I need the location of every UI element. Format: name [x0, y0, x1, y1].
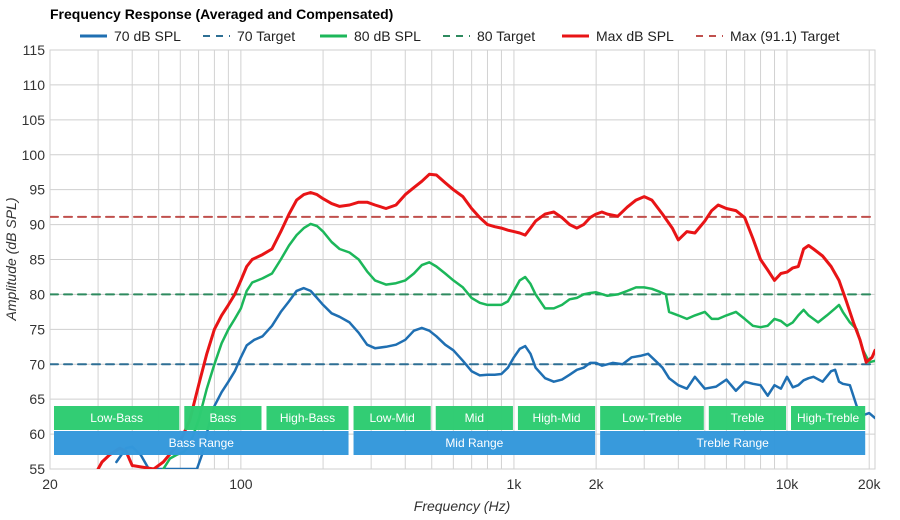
band-bass-range — [54, 431, 349, 455]
chart-series — [50, 172, 875, 469]
series-line-max-db-spl — [96, 172, 875, 469]
series-line-80-db-spl — [162, 222, 875, 469]
band-low-treble — [600, 406, 704, 430]
band-treble — [708, 406, 787, 430]
y-tick-label: 80 — [29, 286, 45, 302]
legend-label-80-db-spl: 80 dB SPL — [354, 28, 421, 44]
y-tick-label: 105 — [22, 112, 46, 128]
y-tick-label: 110 — [23, 77, 46, 93]
band-label-mid-range: Mid Range — [445, 436, 503, 450]
y-tick-label: 65 — [29, 391, 45, 407]
chart-legend: 70 dB SPL 70 Target 80 dB SPL 80 Target Max … — [80, 28, 840, 44]
band-high-bass — [266, 406, 349, 430]
chart-title: Frequency Response (Averaged and Compens… — [50, 6, 393, 22]
band-label-bass-range: Bass Range — [169, 436, 235, 450]
band-label-treble-range: Treble Range — [697, 436, 770, 450]
x-tick-label: 10k — [776, 476, 800, 492]
band-high-treble — [791, 406, 866, 430]
band-low-bass — [54, 406, 180, 430]
y-tick-label: 60 — [29, 426, 45, 442]
band-treble-range — [600, 431, 866, 455]
y-tick-label: 100 — [22, 147, 46, 163]
y-axis-label: Amplitude (dB SPL) — [3, 198, 19, 322]
frequency-bands: Low-Bass Bass High-Bass Low-Mid Mid High-Mid L… — [54, 406, 866, 455]
x-axis-label: Frequency (Hz) — [414, 498, 510, 514]
legend-label-70-db-spl: 70 dB SPL — [114, 28, 181, 44]
x-tick-label: 100 — [229, 476, 253, 492]
x-tick-label: 20 — [42, 476, 58, 492]
legend-label-80-target: 80 Target — [477, 28, 535, 44]
band-label-low-mid: Low-Mid — [369, 411, 414, 425]
band-high-mid — [517, 406, 596, 430]
band-label-bass: Bass — [210, 411, 237, 425]
y-tick-label: 55 — [29, 461, 45, 477]
band-mid — [435, 406, 513, 430]
y-tick-label: 90 — [29, 217, 45, 233]
legend-label-max-91-1-target: Max (91.1) Target — [730, 28, 840, 44]
legend-label-max-db-spl: Max dB SPL — [596, 28, 674, 44]
band-bass — [184, 406, 262, 430]
band-low-mid — [353, 406, 431, 430]
band-label-low-treble: Low-Treble — [622, 411, 682, 425]
y-tick-label: 85 — [29, 252, 45, 268]
band-label-high-treble: High-Treble — [797, 411, 860, 425]
y-axis-ticks: 55 60 65 70 75 80 85 90 95 100 105 110 115 — [22, 42, 46, 477]
band-label-treble: Treble — [731, 411, 765, 425]
band-label-high-bass: High-Bass — [280, 411, 335, 425]
band-label-low-bass: Low-Bass — [90, 411, 143, 425]
y-tick-label: 70 — [29, 356, 45, 372]
y-tick-label: 75 — [29, 321, 45, 337]
x-axis-ticks: 20 100 1k 2k 10k 20k — [42, 476, 881, 492]
y-tick-label: 95 — [29, 182, 45, 198]
legend-label-70-target: 70 Target — [237, 28, 295, 44]
band-mid-range — [353, 431, 596, 455]
series-line-70-db-spl — [115, 286, 875, 469]
band-label-high-mid: High-Mid — [533, 411, 581, 425]
y-tick-label: 115 — [23, 42, 46, 58]
chart-grid — [49, 49, 876, 470]
x-tick-label: 1k — [507, 476, 523, 492]
band-label-mid: Mid — [465, 411, 484, 425]
x-tick-label: 2k — [589, 476, 605, 492]
x-tick-label: 20k — [858, 476, 882, 492]
